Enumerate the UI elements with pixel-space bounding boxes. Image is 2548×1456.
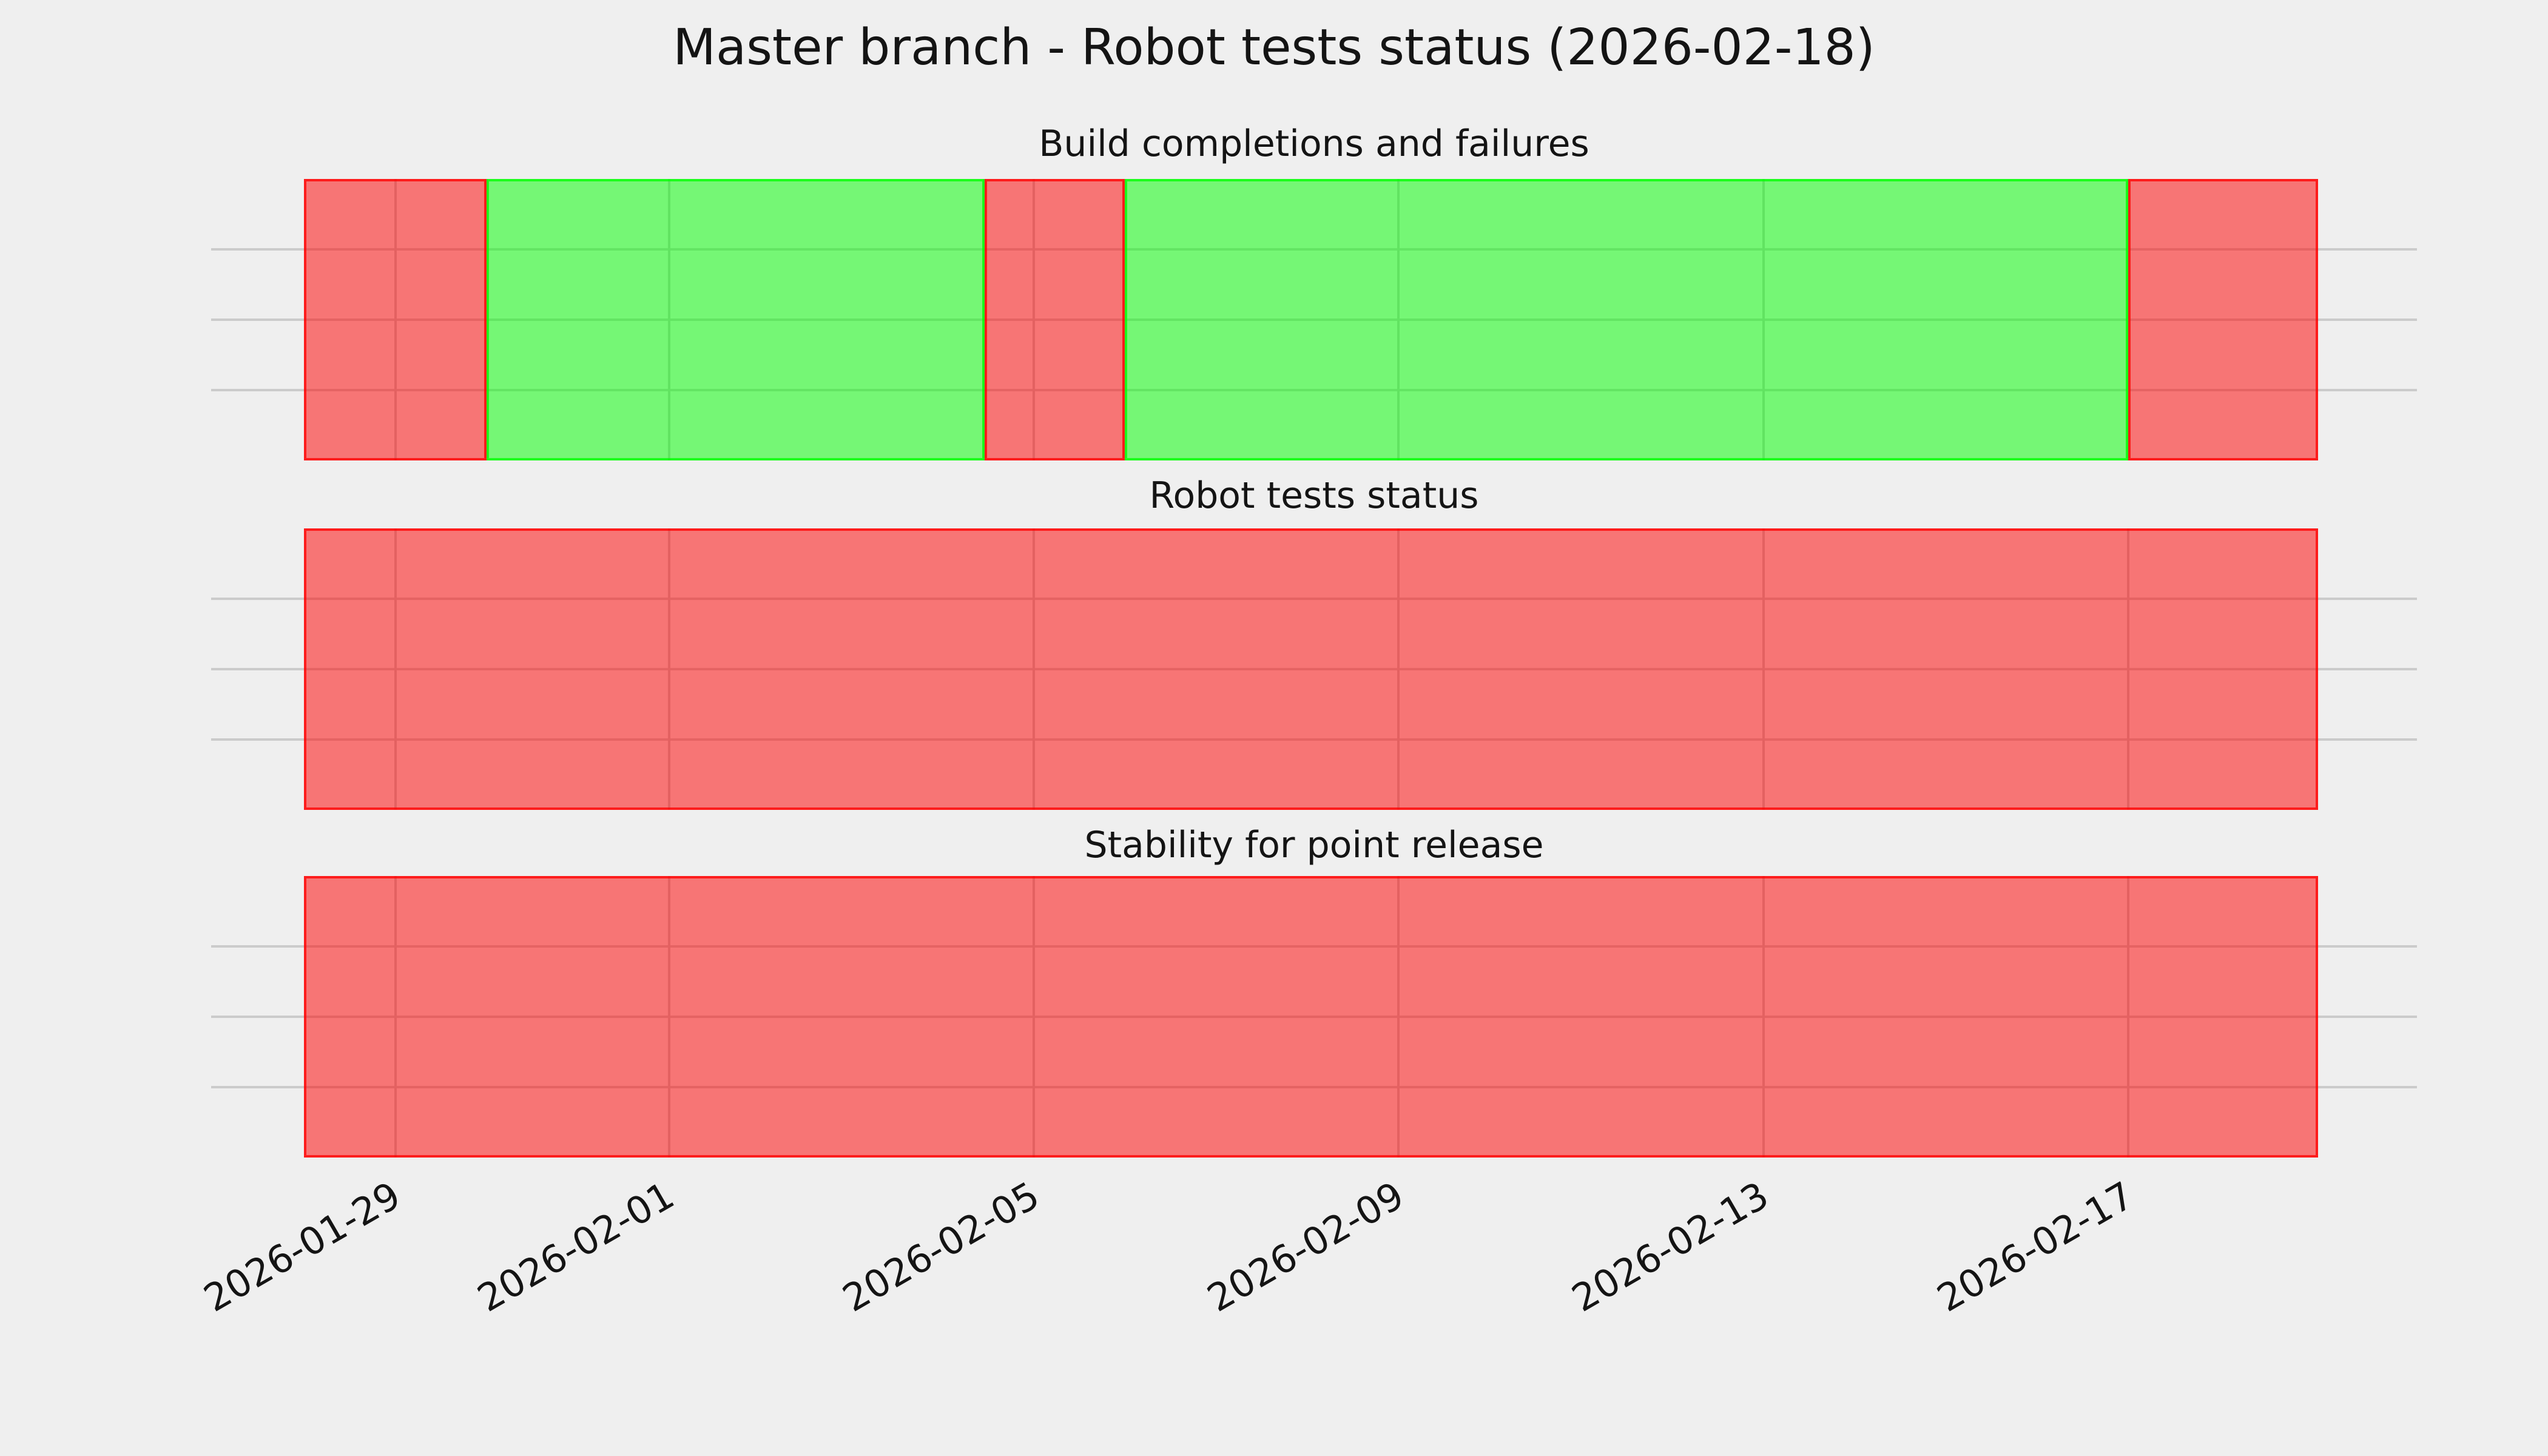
subplot-axes-stability [211,876,2417,1158]
x-tick-label: 2026-02-01 [470,1173,682,1321]
timeline-segment-fail [984,179,1125,460]
subplot-title-robot-tests: Robot tests status [1149,474,1479,517]
x-tick-label: 2026-02-09 [1199,1173,1412,1321]
x-tick-label: 2026-02-17 [1929,1173,2141,1321]
x-tick-label: 2026-02-05 [835,1173,1047,1321]
timeline-segment-fail [2128,179,2319,460]
timeline-segment-fail [304,528,2319,810]
subplot-title-stability: Stability for point release [1084,824,1544,866]
timeline-segment-fail [304,876,2319,1158]
subplot-axes-robot-tests [211,528,2417,810]
timeline-segment-fail [304,179,487,460]
x-tick-label: 2026-01-29 [197,1173,408,1321]
figure-title: Master branch - Robot tests status (2026… [673,19,1875,76]
subplot-axes-build-completions [211,179,2417,460]
timeline-segment-pass [487,179,985,460]
x-tick-label: 2026-02-13 [1565,1173,1776,1321]
subplot-title-build-completions: Build completions and failures [1039,123,1589,165]
timeline-segment-pass [1125,179,2128,460]
